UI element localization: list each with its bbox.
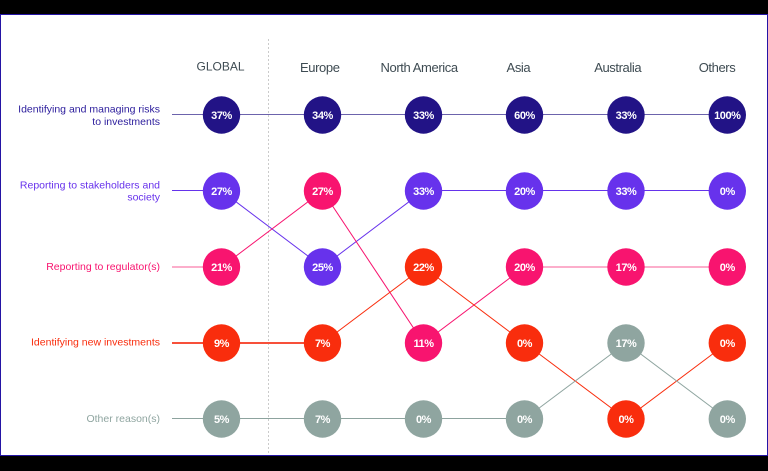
- svg-text:20%: 20%: [514, 186, 535, 198]
- svg-text:0%: 0%: [720, 338, 736, 350]
- svg-text:20%: 20%: [514, 262, 535, 274]
- svg-text:34%: 34%: [312, 110, 333, 122]
- svg-text:27%: 27%: [312, 186, 333, 198]
- svg-text:7%: 7%: [315, 338, 331, 350]
- svg-text:GLOBAL: GLOBAL: [196, 60, 244, 74]
- svg-text:Reporting to regulator(s): Reporting to regulator(s): [46, 261, 160, 273]
- svg-text:25%: 25%: [312, 262, 333, 274]
- svg-text:to investments: to investments: [92, 116, 160, 128]
- svg-text:17%: 17%: [616, 262, 637, 274]
- svg-text:0%: 0%: [720, 262, 736, 274]
- svg-text:0%: 0%: [416, 414, 432, 426]
- svg-text:11%: 11%: [413, 338, 434, 350]
- svg-text:0%: 0%: [517, 338, 533, 350]
- svg-text:Identifying new investments: Identifying new investments: [31, 337, 160, 349]
- svg-text:society: society: [127, 191, 160, 203]
- svg-text:22%: 22%: [413, 262, 434, 274]
- svg-text:0%: 0%: [619, 414, 635, 426]
- svg-text:33%: 33%: [413, 110, 434, 122]
- svg-text:7%: 7%: [315, 414, 331, 426]
- svg-text:Others: Others: [699, 60, 737, 75]
- svg-text:0%: 0%: [720, 186, 736, 198]
- svg-text:9%: 9%: [214, 338, 230, 350]
- svg-text:33%: 33%: [413, 186, 434, 198]
- svg-text:37%: 37%: [211, 110, 232, 122]
- svg-text:Identifying and managing risks: Identifying and managing risks: [18, 104, 160, 116]
- svg-text:17%: 17%: [616, 338, 637, 350]
- svg-text:5%: 5%: [214, 414, 230, 426]
- svg-text:33%: 33%: [616, 110, 637, 122]
- svg-text:60%: 60%: [514, 110, 535, 122]
- svg-text:33%: 33%: [616, 186, 637, 198]
- svg-text:21%: 21%: [211, 262, 232, 274]
- svg-text:0%: 0%: [720, 414, 736, 426]
- svg-text:Australia: Australia: [594, 60, 642, 75]
- svg-text:Europe: Europe: [300, 60, 340, 75]
- svg-text:North America: North America: [381, 60, 459, 75]
- svg-text:Asia: Asia: [507, 60, 532, 75]
- svg-text:0%: 0%: [517, 414, 533, 426]
- svg-text:Reporting to stakeholders and: Reporting to stakeholders and: [20, 179, 160, 191]
- svg-text:27%: 27%: [211, 186, 232, 198]
- svg-text:Other reason(s): Other reason(s): [86, 413, 160, 425]
- svg-text:100%: 100%: [714, 110, 741, 122]
